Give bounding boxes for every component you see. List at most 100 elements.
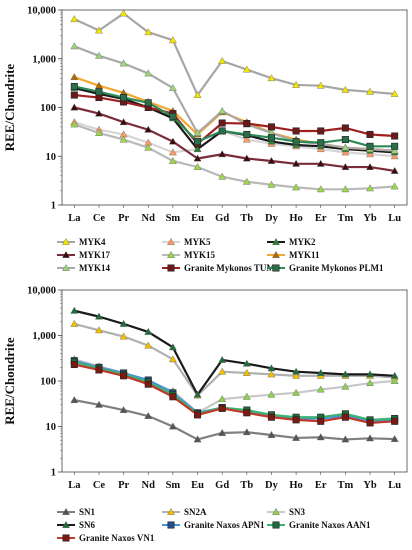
data-point — [168, 137, 177, 145]
legend-swatch-marker — [62, 250, 70, 258]
data-point — [168, 84, 177, 92]
data-point — [366, 163, 374, 170]
y-tick-label: 10 — [46, 152, 57, 163]
x-tick-label: Ho — [289, 213, 302, 224]
data-point — [391, 417, 399, 425]
data-point — [218, 367, 227, 375]
y-tick-label: 10,000 — [27, 286, 56, 297]
legend-swatch-marker — [167, 507, 175, 515]
data-point — [341, 185, 350, 193]
x-tick-label: Lu — [388, 213, 401, 224]
data-point — [292, 433, 301, 441]
legend-item: SN3 — [267, 507, 306, 517]
data-point — [242, 392, 251, 400]
legend-label: Granite Naxos VN1 — [79, 533, 155, 543]
series-granite-naxos-vn1 — [70, 361, 399, 427]
data-point — [218, 119, 226, 127]
series-line — [74, 322, 395, 397]
data-point — [316, 385, 325, 393]
x-tick-label: Gd — [215, 480, 229, 491]
x-tick-label: La — [68, 480, 81, 491]
data-point — [144, 99, 152, 107]
data-point — [390, 371, 399, 379]
data-point — [341, 124, 349, 132]
series-line — [74, 361, 395, 421]
legend-swatch-marker — [167, 264, 175, 272]
x-tick-label: Er — [315, 213, 327, 224]
data-point — [144, 143, 153, 151]
data-point — [70, 82, 78, 90]
data-point — [218, 172, 227, 180]
data-point — [218, 106, 227, 114]
series-granite-naxos-aan1 — [70, 358, 399, 424]
data-point — [95, 400, 103, 408]
legend-item: SN6 — [57, 520, 96, 530]
x-tick-label: Sm — [166, 480, 181, 491]
data-point — [366, 87, 374, 95]
data-point — [119, 135, 128, 143]
legend-label: SN2A — [184, 507, 207, 517]
data-point — [144, 125, 153, 133]
chart-naxos: 1 10 100 1,000 10,000 La Ce Pr Nd Sm Eu Gd Tb Dy Ho Er T… — [2, 286, 408, 543]
data-point — [95, 51, 103, 59]
data-point — [70, 15, 79, 23]
series-myk15 — [70, 120, 399, 193]
data-point — [193, 163, 202, 170]
data-point — [390, 182, 399, 190]
legend-item: Granite Naxos APN1 — [162, 520, 265, 530]
series-sn1 — [70, 396, 399, 443]
legend-label: Granite Naxos AAN1 — [289, 520, 371, 530]
data-point — [243, 409, 251, 417]
data-point — [390, 435, 399, 442]
data-point — [218, 56, 227, 64]
legend-swatch-marker — [62, 263, 70, 271]
legend-swatch-marker — [167, 521, 175, 529]
data-point — [70, 319, 79, 327]
data-point — [243, 119, 251, 127]
data-point — [317, 417, 325, 425]
legend-label: MYK15 — [184, 250, 215, 260]
data-point — [316, 368, 325, 376]
legend-item: MYK5 — [162, 237, 211, 247]
data-point — [119, 9, 128, 17]
data-point — [366, 150, 374, 158]
x-tick-label: Pr — [118, 213, 129, 224]
data-point — [292, 127, 300, 135]
x-tick-label: Ho — [289, 480, 302, 491]
data-point — [316, 433, 325, 441]
data-point — [119, 319, 128, 327]
legend-label: Granite Naxos APN1 — [184, 520, 265, 530]
data-point — [120, 372, 128, 380]
x-tick-label: Sm — [166, 213, 181, 224]
data-point — [316, 159, 325, 167]
data-point — [267, 123, 275, 131]
data-point — [119, 118, 128, 126]
x-tick-label: Tm — [338, 213, 354, 224]
data-point — [366, 419, 374, 427]
y-tick-label: 100 — [40, 103, 56, 114]
data-point — [242, 368, 251, 376]
y-tick-label: 10,000 — [27, 6, 56, 17]
x-tick-label: La — [68, 213, 81, 224]
data-point — [218, 428, 227, 436]
data-point — [267, 390, 276, 398]
data-point — [95, 366, 103, 374]
data-point — [95, 312, 103, 320]
data-point — [390, 89, 399, 97]
data-point — [218, 404, 226, 412]
series-line — [73, 45, 395, 152]
data-point — [242, 428, 251, 436]
data-point — [70, 396, 79, 404]
y-tick-label: 100 — [40, 377, 56, 388]
data-point — [267, 134, 275, 142]
data-point — [168, 355, 177, 363]
data-point — [366, 370, 374, 378]
data-point — [243, 130, 251, 138]
data-point — [70, 361, 78, 369]
series-line — [74, 399, 395, 441]
legend-item: Granite Mykonos TUM1 — [162, 263, 280, 273]
legend-label: MYK2 — [289, 237, 316, 247]
data-point — [194, 411, 202, 419]
legend-label: Granite Mykonos TUM1 — [184, 263, 280, 273]
